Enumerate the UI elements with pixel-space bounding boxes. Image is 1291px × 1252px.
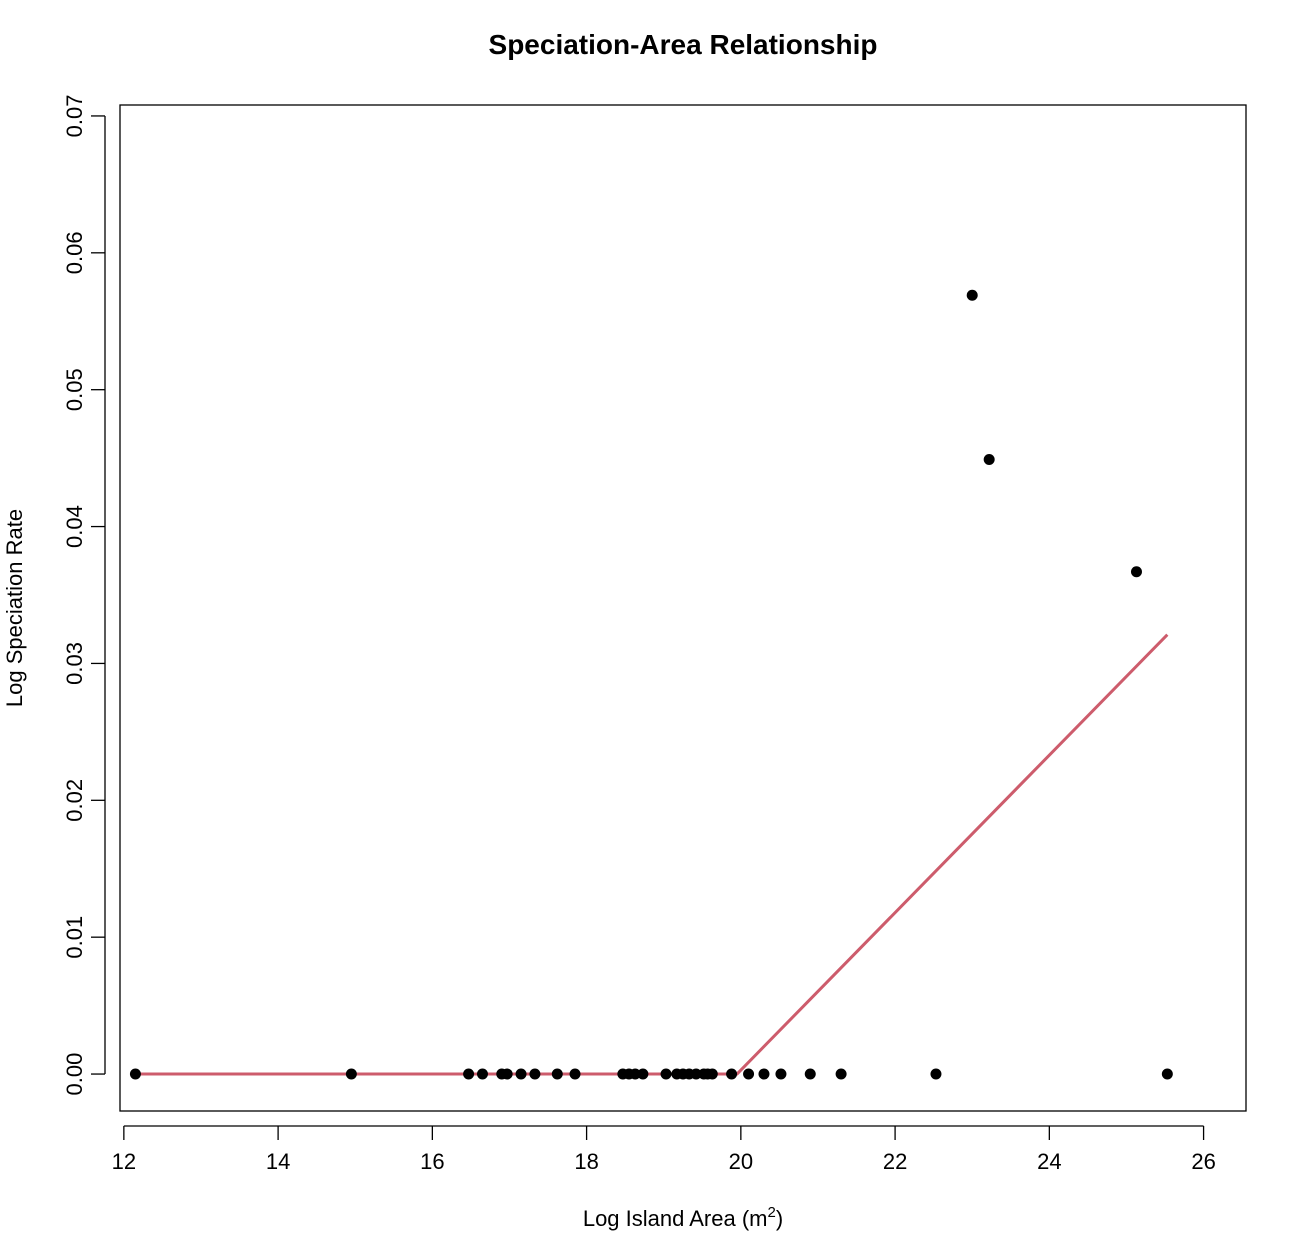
- x-axis: 12 14 16 18 20 22 24 26: [112, 1125, 1216, 1174]
- x-tick-label: 16: [420, 1149, 444, 1174]
- data-point: [726, 1068, 738, 1080]
- y-tick-label: 0.07: [62, 95, 87, 138]
- y-tick-label: 0.00: [62, 1053, 87, 1096]
- x-tick-label: 24: [1037, 1149, 1061, 1174]
- x-tick-label: 26: [1191, 1149, 1215, 1174]
- fit-line: [135, 633, 1169, 1076]
- data-point: [637, 1068, 649, 1080]
- data-point: [1130, 566, 1142, 578]
- x-tick-label: 18: [574, 1149, 598, 1174]
- data-point: [775, 1068, 787, 1080]
- plot-frame: [119, 104, 1247, 1112]
- y-tick-label: 0.03: [62, 642, 87, 685]
- chart-title: Speciation-Area Relationship: [489, 29, 878, 60]
- y-tick-label: 0.02: [62, 779, 87, 822]
- fit-line-group: [135, 633, 1169, 1076]
- data-point: [515, 1068, 527, 1080]
- y-axis: 0.00 0.01 0.02 0.03 0.04 0.05 0.06 0.07: [62, 95, 106, 1096]
- data-point: [629, 1068, 641, 1080]
- data-point: [551, 1068, 563, 1080]
- data-point: [501, 1068, 513, 1080]
- data-point: [804, 1068, 816, 1080]
- data-point: [476, 1068, 488, 1080]
- data-point: [345, 1068, 357, 1080]
- data-point: [569, 1068, 581, 1080]
- y-tick-label: 0.04: [62, 505, 87, 548]
- data-point: [1161, 1068, 1173, 1080]
- x-tick-label: 22: [883, 1149, 907, 1174]
- x-axis-label-superscript: 2: [768, 1204, 776, 1221]
- x-axis-label: Log Island Area (m2): [583, 1204, 783, 1231]
- x-tick-label: 20: [729, 1149, 753, 1174]
- data-point: [743, 1068, 755, 1080]
- data-point: [930, 1068, 942, 1080]
- data-point: [983, 453, 995, 465]
- data-point: [706, 1068, 718, 1080]
- data-points: [129, 289, 1173, 1080]
- y-tick-label: 0.06: [62, 231, 87, 274]
- y-axis-label: Log Speciation Rate: [2, 509, 27, 707]
- data-point: [690, 1068, 702, 1080]
- x-tick-label: 14: [266, 1149, 290, 1174]
- y-tick-label: 0.01: [62, 916, 87, 959]
- x-tick-label: 12: [112, 1149, 136, 1174]
- data-point: [835, 1068, 847, 1080]
- data-point: [129, 1068, 141, 1080]
- data-point: [463, 1068, 475, 1080]
- x-axis-label-main: Log Island Area (m: [583, 1206, 768, 1231]
- data-point: [758, 1068, 770, 1080]
- x-axis-label-suffix: ): [776, 1206, 783, 1231]
- data-point: [529, 1068, 541, 1080]
- data-point: [966, 289, 978, 301]
- data-point: [660, 1068, 672, 1080]
- y-tick-label: 0.05: [62, 368, 87, 411]
